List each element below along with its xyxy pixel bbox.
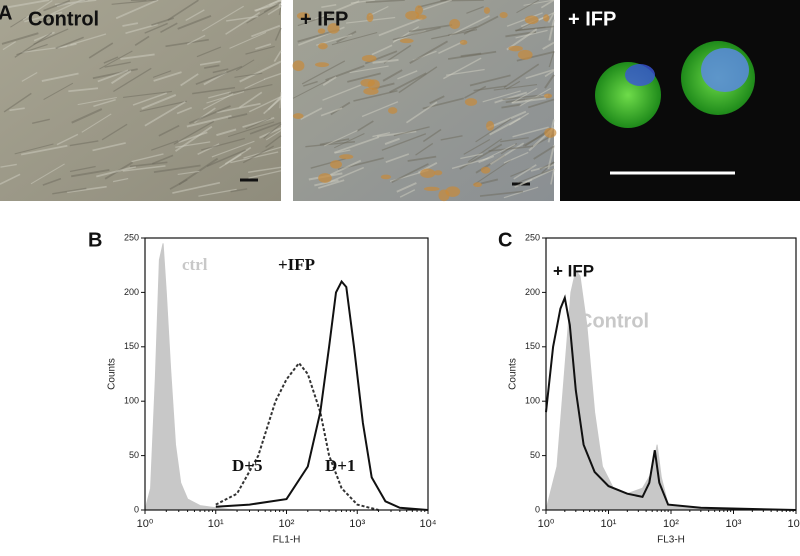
- texture: [400, 39, 414, 44]
- texture: [449, 19, 460, 29]
- texture: [367, 13, 374, 22]
- x-tick-label: 10³: [349, 518, 365, 530]
- texture: [484, 7, 490, 14]
- y-tick-label: 50: [530, 450, 540, 460]
- texture: [416, 14, 427, 19]
- y-tick-label: 250: [124, 232, 139, 242]
- texture: [525, 16, 539, 25]
- y-tick-label: 100: [124, 396, 139, 406]
- panel-label: C: [498, 229, 512, 251]
- texture: [293, 113, 304, 119]
- panel-label: B: [88, 229, 102, 251]
- annotation: ctrl: [182, 255, 208, 274]
- image-caption: Control: [28, 8, 99, 30]
- x-tick-label: 10²: [663, 518, 679, 530]
- x-tick-label: 10¹: [208, 518, 224, 530]
- nucleus: [701, 48, 749, 92]
- x-tick-label: 10⁰: [137, 518, 154, 530]
- texture: [318, 173, 332, 183]
- texture: [360, 79, 375, 87]
- histogram-line: [216, 282, 428, 511]
- image-caption: + IFP: [568, 8, 616, 30]
- y-tick-label: 200: [124, 287, 139, 297]
- texture: [388, 107, 397, 114]
- y-tick-label: 100: [525, 396, 540, 406]
- x-tick-label: 10²: [279, 518, 295, 530]
- texture: [318, 43, 328, 49]
- annotation: D+1: [325, 456, 355, 475]
- panel-label: A: [0, 2, 12, 24]
- y-axis-label: Counts: [508, 358, 519, 390]
- annotation: D+5: [232, 456, 262, 475]
- histogram-area: [546, 271, 734, 510]
- image-caption: + IFP: [300, 8, 348, 30]
- texture: [445, 186, 460, 197]
- annotation: Control: [578, 310, 649, 332]
- y-axis-label: Counts: [107, 358, 118, 390]
- y-tick-label: 150: [525, 341, 540, 351]
- texture: [362, 55, 377, 62]
- x-tick-label: 10⁰: [538, 518, 555, 530]
- texture: [440, 0, 483, 1]
- texture: [544, 128, 556, 138]
- texture: [465, 98, 477, 106]
- texture: [486, 121, 494, 131]
- texture: [381, 175, 391, 180]
- plot-frame: [145, 238, 428, 510]
- nucleus: [625, 64, 655, 86]
- micrographs: [0, 0, 800, 201]
- x-axis-label: FL3-H: [657, 535, 685, 546]
- texture: [543, 14, 549, 21]
- y-tick-label: 0: [535, 504, 540, 514]
- x-tick-label: 10³: [726, 518, 742, 530]
- texture: [460, 40, 468, 45]
- texture: [481, 167, 491, 174]
- annotation: + IFP: [553, 261, 594, 280]
- texture: [315, 62, 329, 67]
- y-tick-label: 250: [525, 232, 540, 242]
- annotation: +IFP: [278, 255, 315, 274]
- x-axis-label: FL1-H: [273, 535, 301, 546]
- texture: [473, 182, 482, 187]
- x-tick-label: 10⁴: [420, 518, 437, 530]
- texture: [293, 60, 305, 71]
- texture: [363, 88, 378, 95]
- y-tick-label: 0: [134, 504, 139, 514]
- y-tick-label: 50: [129, 450, 139, 460]
- texture: [544, 94, 552, 99]
- x-tick-label: 10¹: [601, 518, 617, 530]
- texture: [424, 187, 440, 191]
- y-tick-label: 150: [124, 341, 139, 351]
- texture: [330, 160, 342, 169]
- y-tick-label: 200: [525, 287, 540, 297]
- texture: [500, 12, 508, 18]
- histogram-area: [145, 243, 237, 510]
- x-tick-label: 10⁴: [788, 518, 800, 530]
- texture: [339, 154, 353, 159]
- texture: [420, 168, 435, 178]
- histogram-line: [216, 363, 379, 510]
- texture: [508, 46, 522, 52]
- texture: [518, 50, 533, 60]
